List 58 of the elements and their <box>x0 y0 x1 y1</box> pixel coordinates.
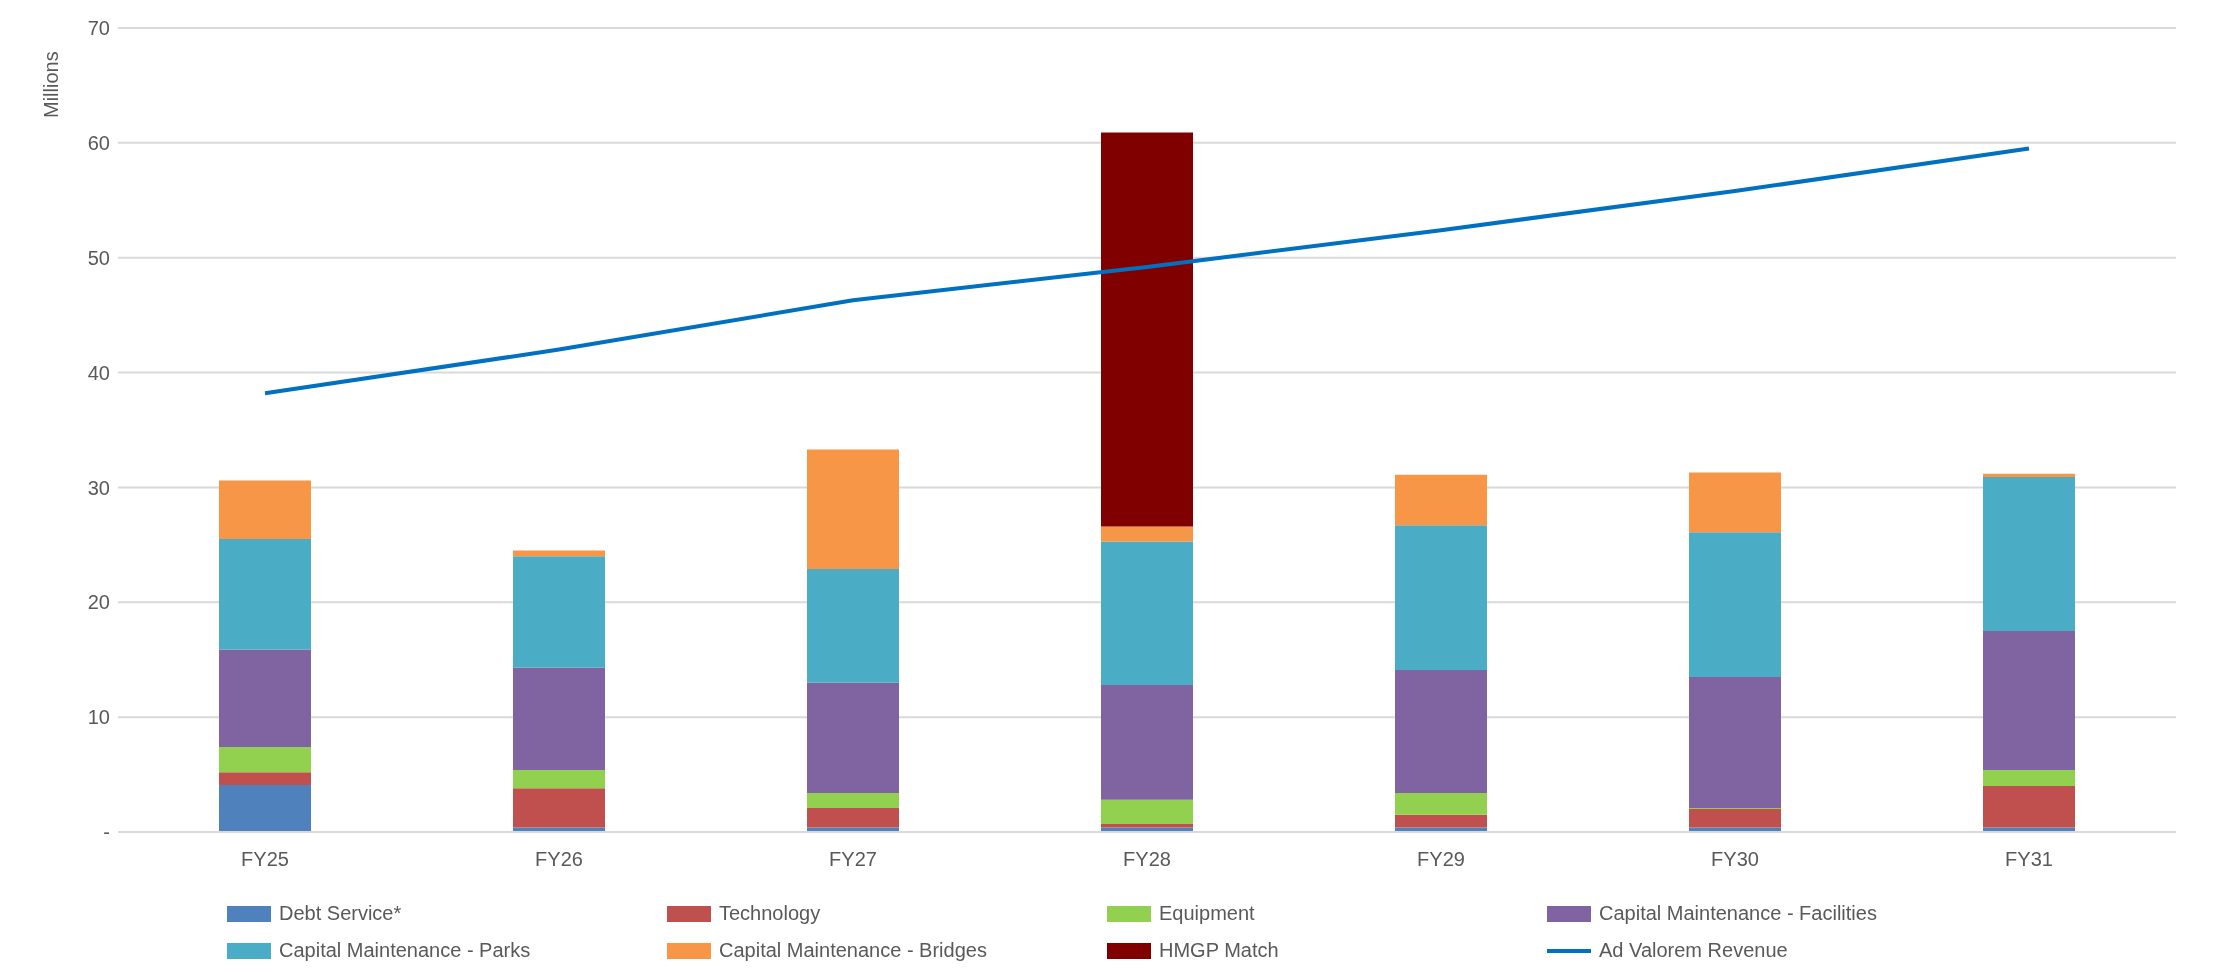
y-tick-label: 60 <box>87 131 110 154</box>
bar <box>219 784 311 832</box>
y-tick-label: - <box>103 821 110 844</box>
bar <box>1689 676 1781 808</box>
x-tick-label: FY30 <box>1711 848 1759 871</box>
bar <box>219 747 311 773</box>
legend-label: Capital Maintenance - Facilities <box>1599 902 1877 925</box>
bar <box>1689 472 1781 533</box>
bar <box>513 788 605 828</box>
bar <box>1983 786 2075 828</box>
bar <box>1689 532 1781 677</box>
bar <box>513 667 605 770</box>
bar <box>807 807 899 828</box>
bar <box>513 769 605 789</box>
bar <box>807 682 899 793</box>
bar <box>1395 792 1487 815</box>
y-tick-label: 20 <box>87 591 110 614</box>
x-tick-label: FY25 <box>241 848 289 871</box>
legend-label: HMGP Match <box>1159 939 1279 962</box>
bar <box>1395 474 1487 526</box>
bar <box>1983 769 2075 787</box>
x-tick-label: FY26 <box>535 848 583 871</box>
bar <box>1395 814 1487 828</box>
y-tick-label: 10 <box>87 706 110 729</box>
y-tick-label: 50 <box>87 246 110 269</box>
legend-label: Equipment <box>1159 902 1255 925</box>
bar <box>513 556 605 668</box>
bar <box>1101 541 1193 685</box>
bar <box>807 449 899 569</box>
bar <box>219 480 311 540</box>
y-tick-label: 40 <box>87 361 110 384</box>
legend-label: Capital Maintenance - Bridges <box>719 939 987 962</box>
bar <box>1101 132 1193 527</box>
bar <box>219 649 311 748</box>
bar <box>1689 809 1781 828</box>
bar <box>219 772 311 785</box>
y-axis-title: Millions <box>40 51 63 118</box>
y-tick-label: 30 <box>87 476 110 499</box>
x-tick-label: FY27 <box>829 848 877 871</box>
bar <box>1101 526 1193 542</box>
line-series <box>263 146 2031 396</box>
legend-label: Ad Valorem Revenue <box>1599 939 1788 962</box>
bar <box>1395 670 1487 793</box>
x-tick-label: FY29 <box>1417 848 1465 871</box>
x-tick-label: FY28 <box>1123 848 1171 871</box>
x-tick-label: FY31 <box>2005 848 2053 871</box>
bar <box>219 539 311 650</box>
bar <box>1983 477 2075 631</box>
legend-label: Capital Maintenance - Parks <box>279 939 531 962</box>
bar <box>1395 525 1487 671</box>
bar <box>807 568 899 683</box>
bar <box>807 792 899 808</box>
bar <box>1983 631 2075 770</box>
y-tick-label: 70 <box>87 17 110 40</box>
bar <box>1101 799 1193 824</box>
legend-label: Technology <box>719 902 821 925</box>
bar <box>1101 684 1193 800</box>
legend-label: Debt Service* <box>279 902 402 925</box>
